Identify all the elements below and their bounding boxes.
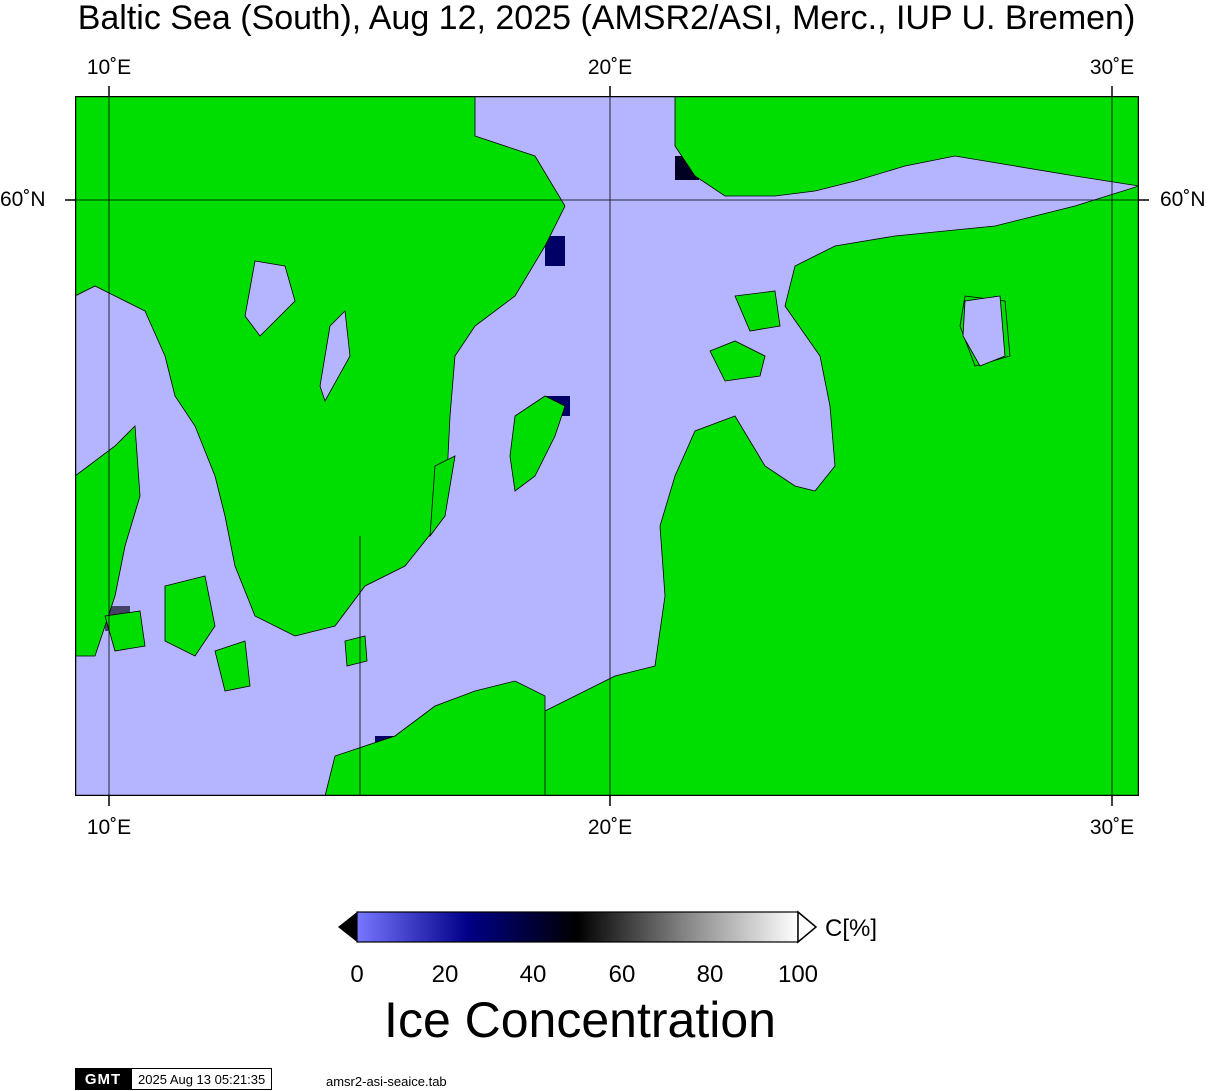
colorbar-tick-20: 20 xyxy=(431,961,459,988)
map-frame xyxy=(75,96,1139,796)
ice-concentration-colorbar xyxy=(338,910,818,944)
lat-tick-left-60n: 60˚N xyxy=(0,188,46,211)
lon-tick-bottom-20e: 20˚E xyxy=(587,816,633,839)
colorbar-tick-40: 40 xyxy=(519,961,547,988)
axis-tick-marks xyxy=(65,86,1149,806)
gmt-logo: GMT xyxy=(75,1068,131,1090)
colorbar-under-arrow xyxy=(338,912,357,942)
source-file-label: amsr2-asi-seaice.tab xyxy=(326,1074,447,1089)
legend-title: Ice Concentration xyxy=(384,992,776,1048)
colorbar-tick-60: 60 xyxy=(608,961,636,988)
lon-tick-bottom-30e: 30˚E xyxy=(1089,816,1135,839)
colorbar-tick-0: 0 xyxy=(350,961,364,988)
timestamp-text: 2025 Aug 13 05:21:35 xyxy=(131,1068,273,1090)
gmt-timestamp: GMT 2025 Aug 13 05:21:35 xyxy=(75,1068,273,1090)
colorbar-gradient xyxy=(356,911,799,943)
colorbar-tick-100: 100 xyxy=(777,961,819,988)
colorbar-over-arrow xyxy=(797,910,818,944)
lon-tick-top-10e: 10˚E xyxy=(86,56,132,79)
lon-tick-top-30e: 30˚E xyxy=(1089,56,1135,79)
lon-tick-top-20e: 20˚E xyxy=(587,56,633,79)
graticule xyxy=(75,96,1139,796)
land-masses xyxy=(75,96,1139,796)
baltic-sea-map xyxy=(75,96,1139,796)
colorbar-unit-label: C[%] xyxy=(825,915,878,942)
colorbar-tick-80: 80 xyxy=(696,961,724,988)
lon-tick-bottom-10e: 10˚E xyxy=(86,816,132,839)
map-title: Baltic Sea (South), Aug 12, 2025 (AMSR2/… xyxy=(77,0,1136,37)
lat-tick-right-60n: 60˚N xyxy=(1160,188,1206,211)
